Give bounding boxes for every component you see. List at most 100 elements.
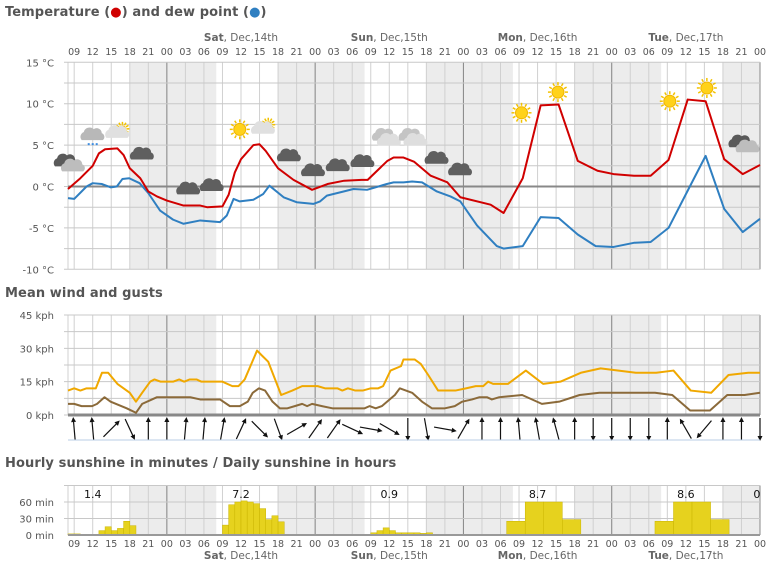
arrow-shaft — [697, 420, 712, 438]
sun-disc — [663, 94, 677, 108]
sunshine-bar — [691, 501, 711, 536]
arrow-shaft — [91, 418, 95, 441]
arrow-head — [89, 417, 95, 423]
title-text: ) — [260, 5, 267, 20]
hour-label: 06 — [346, 47, 358, 58]
arrow-head — [627, 436, 633, 441]
arrow-head — [130, 434, 136, 440]
y-tick-label: 60 min — [19, 498, 54, 509]
cloud-moon-icon — [199, 173, 224, 192]
wind-arrow-icon — [551, 417, 560, 440]
arrow-shaft — [552, 419, 560, 440]
day-label: Sat, Dec,14th — [204, 32, 278, 44]
hour-label: 03 — [476, 539, 488, 550]
hour-label: 21 — [291, 47, 303, 58]
sun-ray — [697, 82, 702, 86]
sun-ray — [230, 132, 235, 136]
wind-arrow-icon — [273, 418, 283, 441]
sun-icon — [229, 119, 250, 140]
day-label: Sun, Dec,15th — [351, 32, 428, 44]
arrow-shaft — [183, 418, 187, 441]
sun-ray — [563, 94, 567, 98]
arrow-shaft — [359, 426, 381, 432]
cloud-sun-icon — [250, 117, 276, 134]
wind-arrow-icon — [738, 417, 744, 440]
sun-ray — [271, 120, 275, 124]
sunshine-plot — [64, 485, 761, 535]
hour-label: 09 — [68, 47, 80, 58]
night-band — [426, 485, 513, 535]
hour-label: 15 — [550, 47, 562, 58]
arrow-head — [590, 436, 596, 441]
sun-ray — [515, 103, 519, 108]
hour-label: 03 — [624, 539, 636, 550]
y-tick-label: 0 °C — [32, 183, 54, 194]
wind-arrow-icon — [89, 417, 95, 441]
hour-label: 09 — [365, 47, 377, 58]
wind-arrow-icon — [646, 418, 652, 441]
cloud-moon-icon — [448, 157, 472, 176]
wind-arrow-icon — [757, 418, 763, 441]
sun-ray — [118, 122, 122, 126]
wind-arrow-icon — [533, 417, 541, 440]
sun-ray — [242, 120, 246, 124]
temperature-plot — [64, 61, 761, 270]
cloud-shape — [735, 139, 760, 153]
gusts-line — [67, 349, 760, 403]
wind-arrow-icon — [627, 418, 633, 441]
hour-label: 12 — [532, 539, 544, 550]
temperature-line — [67, 98, 761, 214]
arrow-head — [646, 436, 652, 441]
arrow-head — [71, 417, 77, 423]
arrow-head — [301, 422, 307, 428]
wind-arrow-icon — [164, 417, 170, 440]
sunshine-bar — [562, 519, 582, 536]
sun-ray — [230, 123, 235, 127]
hour-label: 18 — [272, 539, 284, 550]
hour-label: 18 — [717, 47, 729, 58]
hour-label: 09 — [216, 47, 228, 58]
sun-ray — [548, 86, 553, 90]
arrow-shaft — [457, 420, 469, 439]
sun-ray — [125, 124, 129, 128]
sun-ray — [560, 83, 564, 87]
y-tick-label: 45 kph — [20, 311, 54, 322]
clouds-grey-icon — [398, 127, 428, 146]
arrow-shaft — [535, 419, 541, 440]
day-date: , Dec,16th — [523, 550, 577, 562]
hour-label: 00 — [457, 47, 469, 58]
hour-label: 21 — [735, 539, 747, 550]
sun-ray — [245, 132, 249, 136]
sun-ray — [675, 95, 679, 99]
hour-label: 18 — [717, 539, 729, 550]
arrow-head — [377, 427, 383, 433]
cloud-shape — [403, 132, 428, 146]
hour-label: 21 — [587, 47, 599, 58]
wind-arrow-icon — [219, 417, 227, 440]
sun-ray — [123, 122, 127, 126]
day-date: , Dec,17th — [669, 550, 723, 562]
day-date: , Dec,14th — [224, 32, 278, 44]
arrow-shaft — [341, 423, 362, 434]
cloud-moon-icon — [350, 149, 375, 168]
hour-label: 00 — [309, 47, 321, 58]
hour-label: 15 — [402, 539, 414, 550]
wind-arrow-icon — [590, 418, 596, 441]
hour-label: 15 — [253, 539, 265, 550]
arrow-shaft — [103, 421, 119, 438]
sunshine-bar — [271, 515, 279, 536]
arrow-shaft — [308, 420, 322, 439]
wind-arrow-icon — [341, 423, 364, 435]
sun-disc — [551, 85, 565, 99]
cloud-shape — [129, 146, 154, 160]
sun-ray — [512, 115, 516, 119]
arrow-head — [498, 417, 503, 422]
hour-label: 09 — [365, 539, 377, 550]
wind-arrow-icon — [183, 417, 189, 441]
wind-arrow-icon — [326, 419, 341, 439]
day-label: Mon, Dec,16th — [498, 32, 578, 44]
hour-label: 06 — [494, 539, 506, 550]
sunshine-bar — [246, 501, 254, 536]
hour-label: 00 — [161, 539, 173, 550]
day-label: Mon, Dec,16th — [498, 550, 578, 562]
